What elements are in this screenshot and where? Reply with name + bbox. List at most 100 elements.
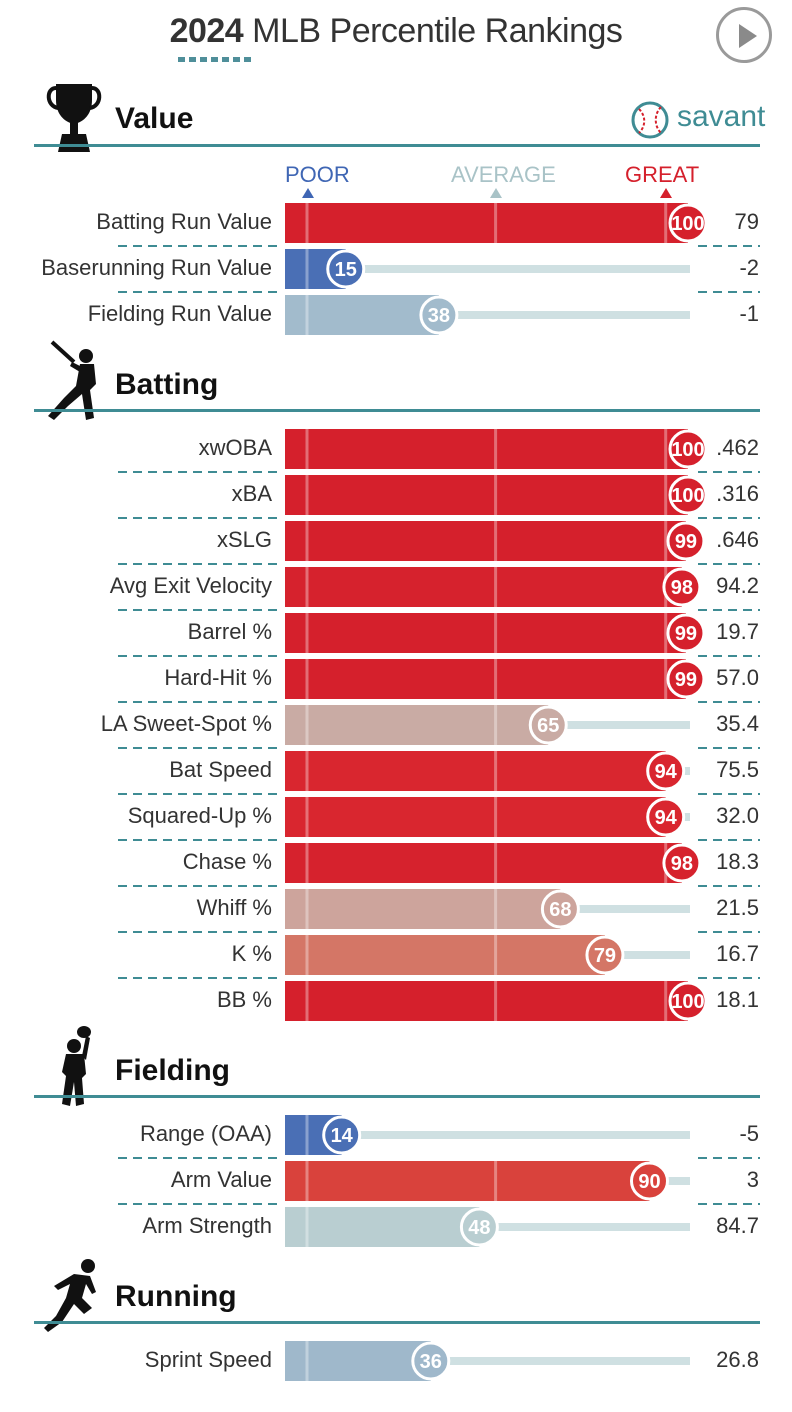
percentile-bar (285, 705, 549, 745)
ref-line-average (494, 521, 498, 561)
bar-track (430, 1357, 690, 1365)
metric-label: Batting Run Value (96, 209, 272, 234)
ref-line-poor (305, 295, 309, 335)
header: 2024 MLB Percentile Rankings (0, 0, 792, 80)
scale-label-average: AVERAGE (451, 162, 556, 187)
scale-label-great: GREAT (625, 162, 700, 187)
percentile-marker-label: 79 (594, 945, 616, 967)
metric-value: 57.0 (716, 665, 759, 690)
row-separator (118, 793, 278, 795)
percentile-marker-label: 68 (549, 899, 571, 921)
page-title: 2024 MLB Percentile Rankings (0, 12, 792, 51)
row-separator (698, 885, 760, 887)
metric-label: Baserunning Run Value (41, 255, 272, 280)
bar-track (548, 721, 690, 729)
row-separator (118, 839, 278, 841)
percentile-marker (668, 981, 708, 1021)
percentile-bar (285, 1161, 650, 1201)
metric-label: Arm Value (170, 1167, 272, 1192)
metric-label: LA Sweet-Spot % (100, 711, 272, 736)
ref-line-poor (305, 613, 309, 653)
percentile-marker (668, 203, 708, 243)
percentile-bar (285, 567, 682, 607)
row-separator (698, 977, 760, 979)
scale-label-poor: POOR (285, 162, 350, 187)
ref-line-poor (305, 705, 309, 745)
percentile-marker (666, 521, 706, 561)
percentile-bar (285, 659, 686, 699)
percentile-marker (662, 567, 702, 607)
row-separator (118, 563, 278, 565)
metric-value: -1 (739, 301, 759, 326)
play-icon (739, 24, 757, 48)
savant-logo-text: savant (677, 100, 766, 133)
ref-line-great (664, 659, 668, 699)
ref-line-average (494, 705, 498, 745)
metric-label: Chase % (182, 849, 272, 874)
percentile-marker (540, 889, 580, 929)
row-separator (698, 931, 760, 933)
percentile-marker-label: 99 (675, 669, 697, 691)
section-rule-batting (34, 409, 760, 412)
metric-label: Fielding Run Value (87, 301, 272, 326)
ref-line-average (494, 659, 498, 699)
ref-line-great (664, 475, 668, 515)
percentile-bar (285, 843, 682, 883)
percentile-marker-label: 14 (331, 1125, 354, 1147)
metric-value: 16.7 (716, 941, 759, 966)
section-title-running: Running (115, 1280, 237, 1313)
trophy-icon (46, 84, 102, 152)
row-separator (698, 1203, 760, 1205)
percentile-marker (666, 659, 706, 699)
percentile-bar (285, 751, 666, 791)
row-separator (118, 931, 278, 933)
percentile-bar (285, 295, 439, 335)
savant-logo[interactable]: savant (630, 100, 765, 140)
metric-value: 18.1 (716, 987, 759, 1012)
percentile-marker-label: 94 (655, 807, 678, 829)
row-separator (698, 609, 760, 611)
percentile-marker (662, 843, 702, 883)
play-button[interactable] (716, 7, 772, 63)
metric-value: 32.0 (716, 803, 759, 828)
section-title-fielding: Fielding (115, 1054, 230, 1087)
ref-line-poor (305, 521, 309, 561)
row-separator (698, 563, 760, 565)
runner-icon (44, 1259, 96, 1332)
bar-track (649, 1177, 690, 1185)
percentile-bar (285, 429, 688, 469)
row-separator (118, 609, 278, 611)
ref-line-average (494, 981, 498, 1021)
row-separator (698, 245, 760, 247)
percentile-marker (411, 1341, 451, 1381)
metric-label: Whiff % (196, 895, 272, 920)
ref-line-average (494, 429, 498, 469)
metric-value: 35.4 (716, 711, 759, 736)
ref-line-poor (305, 1115, 309, 1155)
row-separator (118, 885, 278, 887)
ref-line-average (494, 843, 498, 883)
row-separator (118, 245, 278, 247)
metric-label: Hard-Hit % (164, 665, 272, 690)
row-separator (118, 701, 278, 703)
percentile-marker-label: 100 (671, 213, 704, 235)
bar-track (604, 951, 690, 959)
row-separator (698, 701, 760, 703)
metric-label: xwOBA (198, 435, 272, 460)
percentile-marker-label: 65 (537, 715, 559, 737)
metric-value: 84.7 (716, 1213, 759, 1238)
metric-value: .646 (716, 527, 759, 552)
ref-line-average (494, 889, 498, 929)
row-separator (118, 977, 278, 979)
metric-label: K % (231, 941, 272, 966)
metric-value: 26.8 (716, 1347, 759, 1372)
ref-line-average (494, 1161, 498, 1201)
percentile-marker (419, 295, 459, 335)
percentile-marker (585, 935, 625, 975)
metric-value: 79 (734, 209, 759, 234)
percentile-marker-label: 94 (655, 761, 678, 783)
percentile-marker-label: 98 (671, 577, 693, 599)
metric-value: .316 (716, 481, 759, 506)
percentile-bar (285, 613, 686, 653)
metric-value: .462 (716, 435, 759, 460)
